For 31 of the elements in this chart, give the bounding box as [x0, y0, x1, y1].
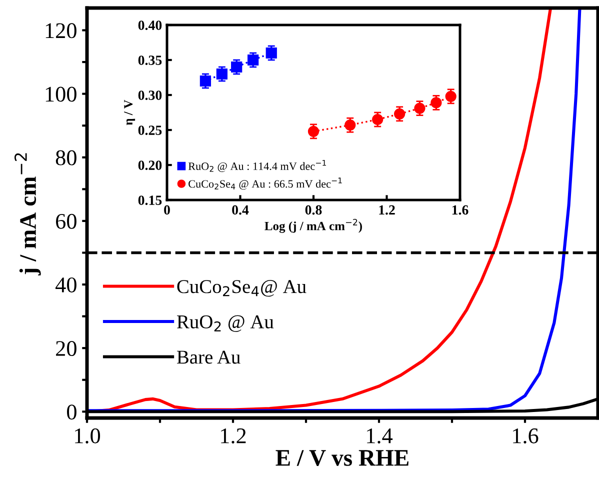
y-tick-label: 0.35	[138, 56, 162, 66]
y-tick-label: 0.40	[138, 20, 162, 30]
x-tick-label: 1.2	[379, 205, 395, 215]
legend-label: CuCo$_{2}$Se$_{4}$@ Au	[177, 280, 306, 297]
legend-label: CuCo$_{2}$Se$_{4}$ @ Au : 66.5 mV dec$^{−1}$	[188, 178, 342, 190]
x-tick-label: 0.4	[232, 205, 249, 215]
y-axis-title: j / mA cm$^{−2}$	[14, 153, 41, 276]
y-axis-title: η / V	[124, 100, 136, 126]
x-tick-label: 1.2	[221, 428, 246, 444]
x-tick-label: 0.8	[305, 205, 322, 215]
x-tick-label: 0	[164, 205, 170, 215]
y-tick-label: 80	[56, 150, 76, 166]
legend-label: RuO$_{2}$ @ Au	[177, 315, 274, 332]
x-tick-label: 1.4	[367, 428, 393, 444]
y-tick-label: 0.30	[138, 90, 162, 100]
y-tick-label: 0.20	[138, 160, 162, 170]
y-tick-label: 40	[55, 277, 76, 292]
x-tick-label: 1.6	[452, 205, 468, 215]
x-axis-title: E / V vs RHE	[276, 450, 408, 466]
y-tick-label: 0	[67, 404, 76, 420]
y-tick-label: 0.15	[138, 196, 162, 206]
x-tick-label: 1.6	[513, 428, 538, 444]
y-tick-label: 0.25	[138, 126, 162, 136]
x-tick-label: 1.0	[75, 428, 100, 444]
y-tick-label: 100	[46, 86, 76, 102]
legend-label: Bare Au	[177, 350, 240, 364]
legend-label: RuO$_{2}$ @ Au : 114.4 mV dec$^{−1}$	[188, 160, 326, 172]
y-tick-label: 120	[46, 23, 76, 38]
x-axis-title: Log (j / mA cm$^{−2}$)	[264, 218, 362, 233]
y-tick-label: 60	[56, 214, 76, 229]
y-tick-label: 20	[56, 341, 76, 356]
